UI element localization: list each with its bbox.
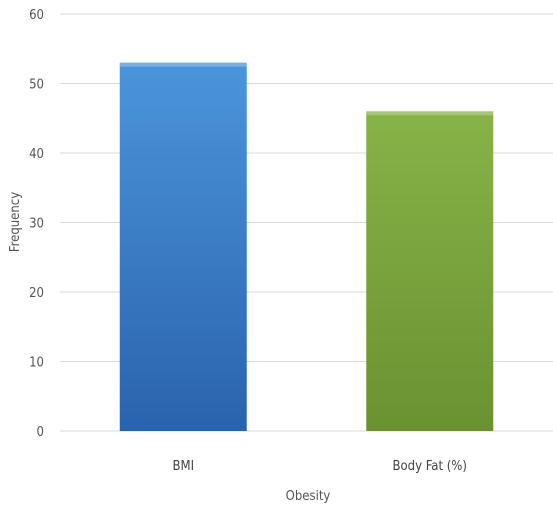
bar-highlight bbox=[366, 111, 494, 116]
bar-body-fat bbox=[366, 111, 494, 432]
x-axis-title: Obesity bbox=[286, 489, 331, 504]
y-axis-ticks: 0 10 20 30 40 50 60 bbox=[29, 8, 44, 440]
x-axis-categories: BMI Body Fat (%) bbox=[172, 459, 467, 474]
y-axis-title: Frequency bbox=[8, 192, 23, 252]
bars bbox=[119, 62, 494, 432]
y-tick-label: 30 bbox=[29, 217, 44, 232]
x-category-label: Body Fat (%) bbox=[393, 459, 467, 474]
bar-highlight bbox=[119, 62, 247, 67]
y-tick-label: 50 bbox=[29, 78, 44, 93]
y-tick-label: 0 bbox=[37, 425, 44, 440]
y-tick-label: 60 bbox=[29, 8, 44, 23]
x-category-label: BMI bbox=[172, 459, 194, 474]
bar-bmi bbox=[119, 62, 247, 432]
y-tick-label: 40 bbox=[29, 147, 44, 162]
y-tick-label: 20 bbox=[29, 286, 44, 301]
y-tick-label: 10 bbox=[29, 356, 44, 371]
